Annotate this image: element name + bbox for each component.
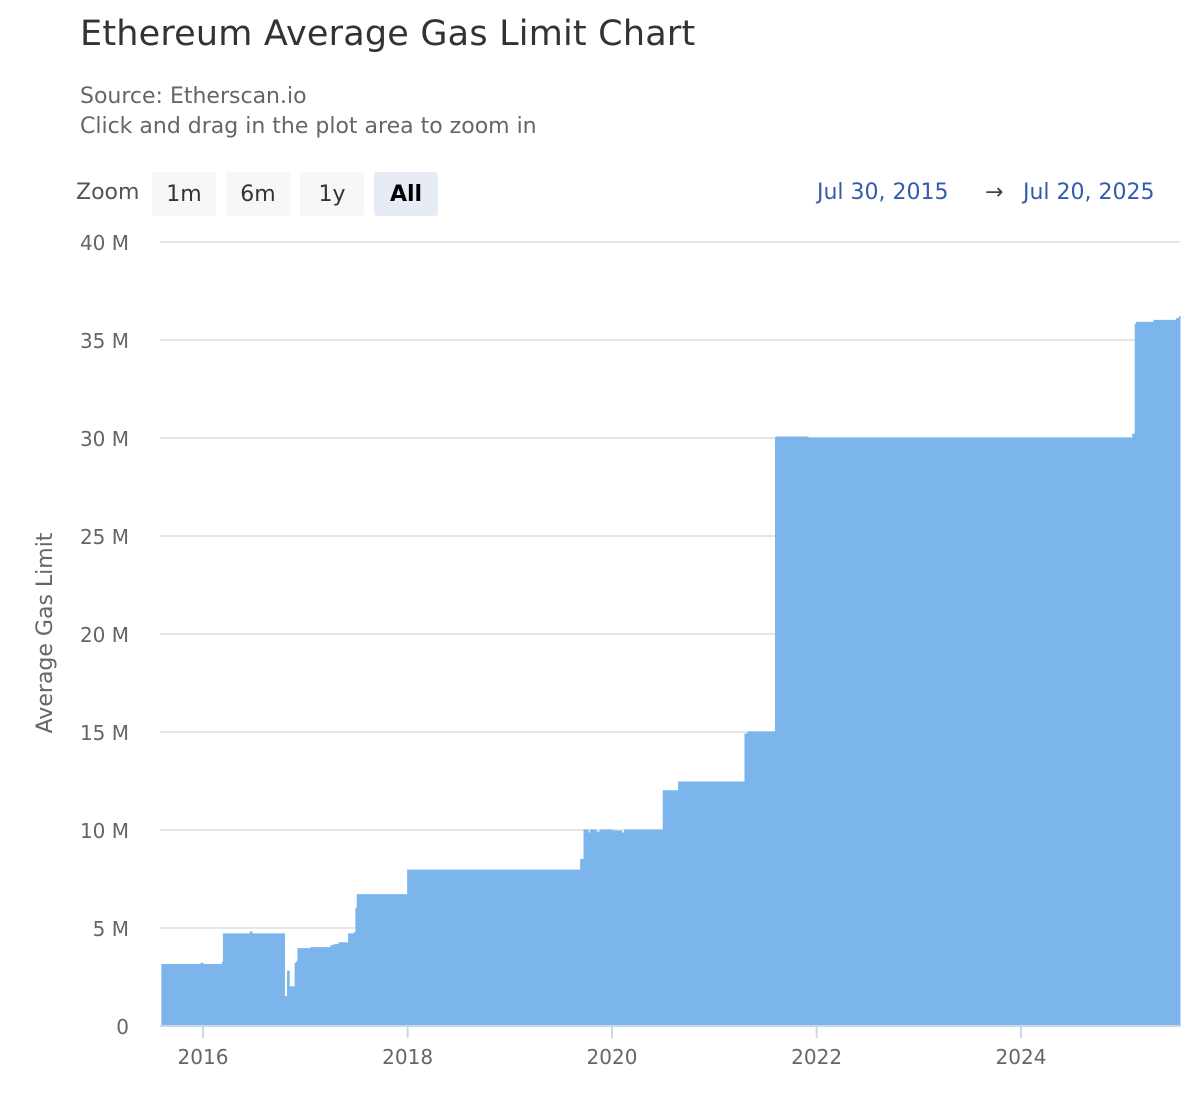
y-tick-label: 5 M	[93, 917, 129, 941]
range-from-date[interactable]: Jul 30, 2015	[817, 180, 949, 205]
zoom-label: Zoom	[76, 180, 140, 205]
y-tick-label: 30 M	[80, 427, 129, 451]
x-tick-label: 2024	[996, 1045, 1047, 1069]
range-to-date[interactable]: Jul 20, 2025	[1023, 180, 1155, 205]
chart-subtitle: Source: Etherscan.io Click and drag in t…	[80, 82, 537, 142]
y-tick-label: 40 M	[80, 231, 129, 255]
x-axis: 2016 2018 2020 2022 2024	[160, 1025, 1180, 1069]
range-to-input[interactable]: Jul 20, 2025	[1023, 180, 1155, 205]
y-tick-label: 10 M	[80, 819, 129, 843]
y-tick-label: 15 M	[80, 721, 129, 745]
zoom-1m-button[interactable]: 1m	[152, 172, 216, 216]
y-tick-label: 25 M	[80, 525, 129, 549]
x-tick-label: 2022	[791, 1045, 842, 1069]
y-axis: 0 5 M 10 M 15 M 20 M 25 M 30 M 35 M 40 M	[80, 231, 129, 1039]
zoom-6m-button[interactable]: 6m	[226, 172, 290, 216]
y-tick-label: 35 M	[80, 329, 129, 353]
zoom-1y-button[interactable]: 1y	[300, 172, 364, 216]
range-arrow: →	[985, 180, 1003, 205]
subtitle-hint: Click and drag in the plot area to zoom …	[80, 114, 537, 139]
x-tick-label: 2018	[382, 1045, 433, 1069]
gas-limit-area-series[interactable]	[161, 316, 1181, 1027]
plot-area[interactable]	[161, 315, 1181, 1027]
range-from-input[interactable]: Jul 30, 2015	[817, 180, 949, 205]
x-tick-label: 2016	[178, 1045, 229, 1069]
y-tick-label: 20 M	[80, 623, 129, 647]
y-tick-label: 0	[116, 1015, 129, 1039]
gas-limit-line	[161, 315, 1181, 1027]
x-tick-label: 2020	[587, 1045, 638, 1069]
range-arrow-icon: →	[985, 180, 1004, 205]
y-axis-title: Average Gas Limit	[33, 532, 58, 733]
subtitle-source: Source: Etherscan.io	[80, 84, 307, 109]
zoom-all-button[interactable]: All	[374, 172, 438, 216]
chart-title: Ethereum Average Gas Limit Chart	[80, 14, 696, 54]
